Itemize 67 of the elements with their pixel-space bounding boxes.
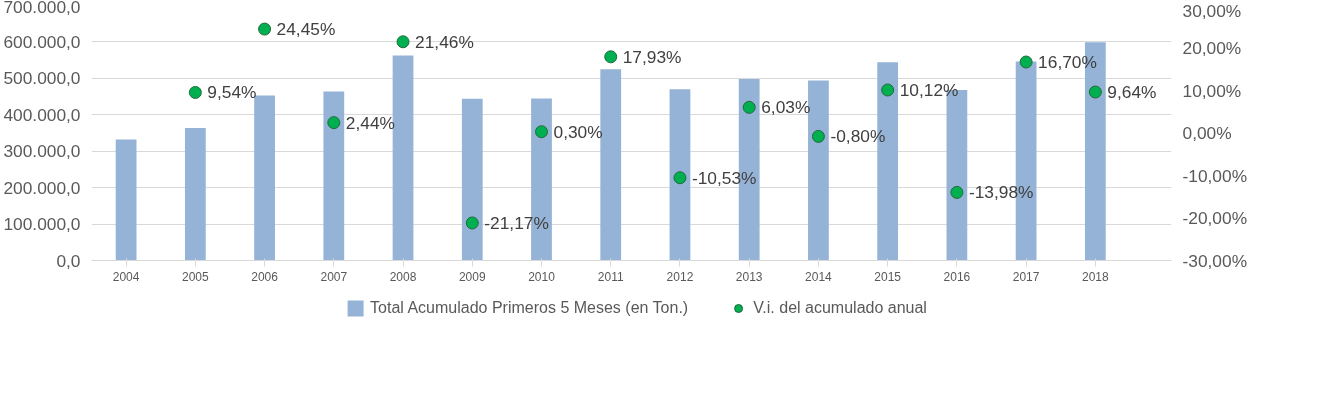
data-label: 0,30% (553, 121, 603, 142)
bar (461, 98, 483, 261)
y-tick-label: 400.000,0 (3, 104, 81, 125)
bar (115, 139, 137, 261)
point (604, 50, 618, 64)
data-label: 9,54% (207, 82, 257, 103)
point (1019, 55, 1033, 69)
x-tick-label: 2015 (874, 269, 902, 284)
y2-tick-label: -30,00% (1182, 250, 1248, 271)
point (742, 100, 756, 114)
y2-tick-label: -10,00% (1182, 165, 1248, 186)
y-tick-label: 200.000,0 (3, 177, 81, 198)
y-tick-label: 700.000,0 (3, 0, 81, 17)
x-tick-label: 2014 (805, 269, 833, 284)
point (950, 185, 964, 199)
y-tick-label: 300.000,0 (3, 141, 81, 162)
x-tick-label: 2005 (182, 269, 210, 284)
point (1088, 85, 1102, 99)
y-tick-label: 600.000,0 (3, 31, 81, 52)
data-label: 2,44% (345, 112, 395, 133)
x-tick-label: 2012 (666, 269, 694, 284)
data-label: 16,70% (1038, 52, 1097, 73)
y-tick-label: 100.000,0 (3, 214, 81, 235)
point (465, 216, 479, 230)
bar (254, 95, 275, 261)
point (673, 171, 687, 185)
point (881, 83, 895, 97)
point (396, 35, 410, 49)
legend-label: V.i. del acumulado anual (753, 299, 927, 317)
point (535, 125, 548, 139)
bar (808, 80, 829, 261)
x-tick-label: 2007 (320, 269, 348, 284)
y-tick-label: 0,0 (56, 250, 81, 271)
x-tick-label: 2017 (1012, 269, 1040, 284)
y2-tick-label: 30,00% (1182, 0, 1242, 21)
x-tick-label: 2010 (528, 269, 556, 284)
x-tick-label: 2018 (1082, 269, 1110, 284)
y-tick-label: 500.000,0 (3, 68, 81, 89)
y2-tick-label: 20,00% (1182, 38, 1242, 58)
data-label: 9,64% (1107, 82, 1157, 103)
bar (184, 127, 206, 261)
x-tick-label: 2008 (389, 269, 417, 284)
point (811, 129, 825, 143)
data-label: 6,03% (761, 97, 811, 118)
x-tick-label: 2013 (735, 269, 763, 284)
x-tick-label: 2016 (943, 269, 971, 284)
point (258, 22, 272, 36)
legend-label: Total Acumulado Primeros 5 Meses (en Ton.) (370, 299, 689, 317)
point (327, 116, 341, 130)
x-tick-label: 2011 (597, 269, 624, 284)
x-tick-label: 2004 (112, 269, 140, 284)
y2-tick-label: -20,00% (1182, 208, 1248, 228)
bar (600, 69, 622, 261)
bar (323, 91, 345, 261)
data-label: 10,12% (899, 79, 959, 100)
data-label: 24,45% (276, 19, 336, 40)
x-tick-label: 2006 (251, 269, 279, 284)
data-label: -10,53% (691, 167, 757, 188)
point (188, 85, 202, 99)
data-label: -0,80% (830, 126, 886, 147)
x-tick-label: 2009 (458, 269, 486, 284)
data-label: -13,98% (968, 182, 1034, 203)
bar (669, 89, 691, 261)
y2-tick-label: 0,00% (1182, 123, 1232, 143)
data-label: 21,46% (415, 31, 474, 52)
data-label: 17,93% (622, 46, 682, 67)
y2-tick-label: 10,00% (1182, 80, 1242, 101)
